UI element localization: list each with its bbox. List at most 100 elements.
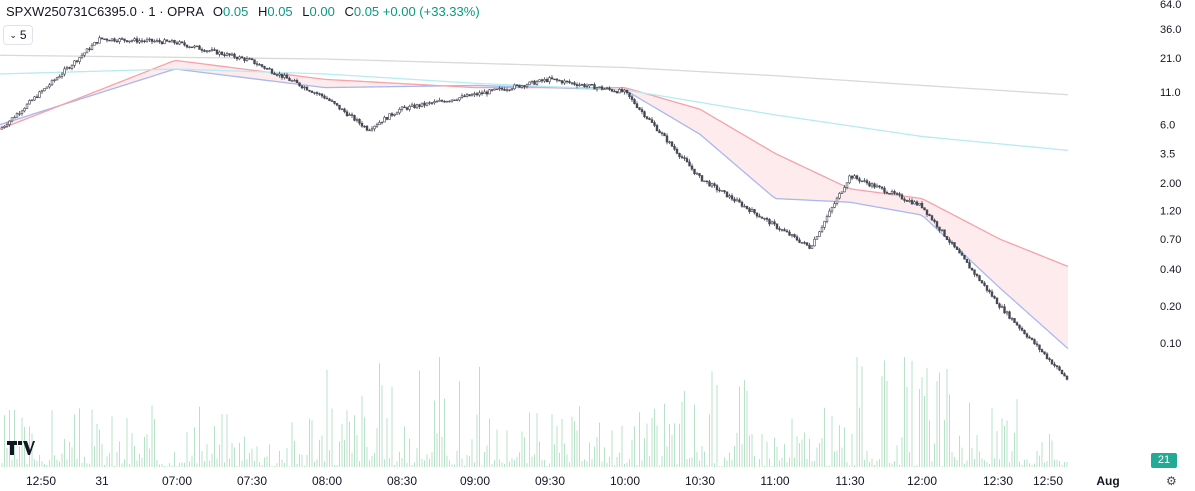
volume-bar bbox=[784, 444, 785, 467]
volume-bar bbox=[666, 446, 668, 467]
candle-body bbox=[1038, 344, 1041, 350]
candle-body bbox=[10, 117, 14, 122]
candle-body bbox=[663, 133, 666, 137]
volume-bar bbox=[49, 460, 50, 467]
tradingview-logo[interactable] bbox=[7, 441, 35, 455]
candle-body bbox=[293, 80, 296, 82]
candle-body bbox=[313, 92, 316, 94]
volume-bar bbox=[179, 462, 180, 467]
candle-body bbox=[203, 50, 206, 52]
volume-bar bbox=[939, 372, 940, 467]
candle-body bbox=[585, 85, 589, 87]
time-tick-label: 11:30 bbox=[835, 474, 864, 488]
interval-button[interactable]: ⌄ 5 bbox=[3, 25, 33, 45]
volume-bar bbox=[26, 463, 28, 467]
candle-body bbox=[1045, 353, 1049, 359]
candle-body bbox=[250, 58, 254, 60]
candle-body bbox=[40, 90, 44, 93]
volume-bar bbox=[734, 445, 735, 467]
volume-bar bbox=[449, 460, 450, 467]
candle-body bbox=[860, 180, 864, 182]
gear-icon[interactable]: ⚙ bbox=[1166, 474, 1177, 488]
volume-bar bbox=[491, 464, 493, 467]
volume-bar bbox=[1031, 464, 1033, 467]
candle-body bbox=[650, 119, 654, 123]
candle-body bbox=[683, 157, 686, 159]
candle-body bbox=[440, 100, 444, 102]
candle-body bbox=[230, 53, 234, 56]
volume-bar bbox=[184, 462, 185, 467]
candle-body bbox=[555, 78, 559, 81]
candle-body bbox=[738, 199, 741, 203]
volume-bar bbox=[916, 465, 918, 467]
candle-body bbox=[598, 86, 601, 88]
volume-bar bbox=[799, 443, 800, 467]
time-tick-label: 12:00 bbox=[907, 474, 937, 488]
volume-bar bbox=[551, 414, 553, 467]
volume-bar bbox=[659, 465, 660, 467]
candle-body bbox=[353, 115, 356, 121]
volume-bar bbox=[954, 456, 955, 467]
candle-body bbox=[135, 38, 139, 43]
price-tick-label: 36.0 bbox=[1160, 24, 1181, 36]
price-tick-label: 1.20 bbox=[1160, 205, 1181, 217]
candle-body bbox=[305, 86, 309, 91]
volume-bar bbox=[714, 463, 715, 467]
volume-bar bbox=[329, 450, 330, 467]
candle-body bbox=[985, 285, 989, 291]
candle-body bbox=[798, 239, 801, 243]
candle-body bbox=[580, 84, 584, 86]
volume-bar bbox=[126, 418, 128, 467]
volume-bar bbox=[689, 457, 690, 467]
candle-body bbox=[150, 38, 154, 42]
candle-body bbox=[3, 125, 6, 128]
volume-bar bbox=[76, 458, 78, 467]
volume-bar bbox=[231, 442, 233, 467]
candle-body bbox=[165, 39, 169, 42]
candle-body bbox=[473, 93, 476, 96]
candle-body bbox=[255, 63, 259, 65]
volume-bar bbox=[1, 463, 3, 467]
candle-body bbox=[733, 198, 736, 202]
candle-body bbox=[748, 208, 751, 212]
candle-body bbox=[720, 190, 724, 192]
volume-bar bbox=[1024, 459, 1025, 467]
candle-body bbox=[743, 205, 746, 208]
volume-bar bbox=[946, 368, 948, 467]
candle-body bbox=[1040, 349, 1044, 353]
candle-body bbox=[1025, 333, 1029, 338]
candle-body bbox=[0, 127, 4, 130]
volume-bar bbox=[961, 447, 963, 467]
candle-body bbox=[460, 95, 464, 98]
volume-bar bbox=[201, 451, 203, 467]
candle-body bbox=[155, 40, 159, 42]
candle-body bbox=[910, 200, 914, 205]
candle-body bbox=[608, 87, 611, 90]
volume-bar bbox=[899, 464, 900, 467]
candle-body bbox=[205, 50, 209, 52]
volume-bar bbox=[341, 423, 343, 467]
candle-body bbox=[620, 89, 624, 93]
volume-bar bbox=[361, 396, 363, 467]
symbol-title[interactable]: SPXW250731C6395.0 · 1 · OPRA bbox=[6, 4, 204, 19]
volume-bar bbox=[504, 463, 505, 467]
volume-bar bbox=[631, 439, 633, 467]
candle-body bbox=[180, 41, 184, 43]
candle-body bbox=[438, 100, 441, 102]
candle-body bbox=[50, 79, 54, 86]
volume-bar bbox=[44, 463, 45, 467]
candle-body bbox=[465, 94, 469, 98]
volume-bar bbox=[991, 408, 993, 467]
candle-body bbox=[618, 89, 621, 94]
volume-bar bbox=[726, 460, 728, 467]
candle-body bbox=[85, 48, 89, 54]
volume-bar bbox=[554, 444, 555, 467]
candle-body bbox=[430, 102, 434, 104]
volume-bar bbox=[1046, 460, 1048, 467]
candle-body bbox=[718, 189, 721, 192]
candle-body bbox=[710, 183, 714, 187]
candle-body bbox=[395, 112, 399, 115]
candle-body bbox=[913, 201, 916, 205]
candle-body bbox=[990, 291, 994, 297]
